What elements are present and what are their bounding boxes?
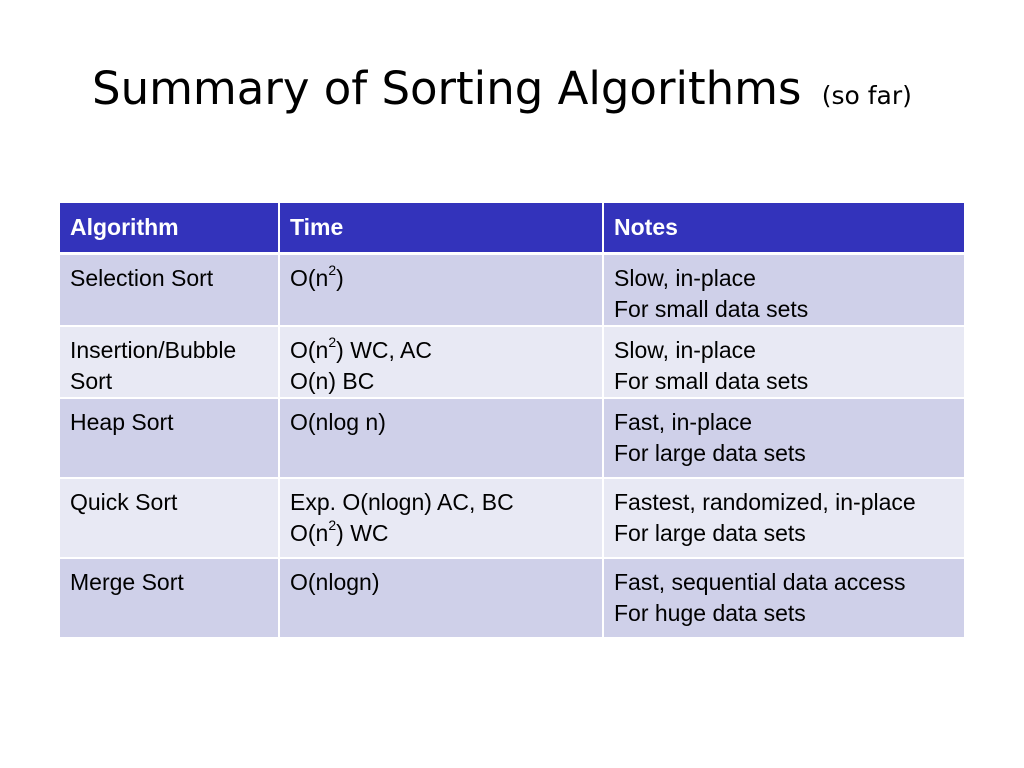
- algorithm-name: Selection Sort: [70, 264, 214, 291]
- header-notes: Notes: [603, 203, 964, 255]
- time-cell: O(nlogn): [279, 557, 604, 639]
- header-time: Time: [279, 203, 604, 255]
- algorithm-name: Heap Sort: [70, 408, 174, 435]
- time-complexity: Exp. O(nlogn) AC, BC: [290, 488, 514, 515]
- algorithm-cell: Merge Sort: [60, 557, 280, 639]
- note-line: Fast, in-place: [614, 408, 753, 435]
- notes-cell: Slow, in-place For small data sets: [603, 325, 964, 399]
- sorting-summary-table: Algorithm Time Notes Selection Sort O(n2…: [60, 203, 964, 639]
- note-line: Slow, in-place: [614, 336, 756, 363]
- table-row: Quick Sort Exp. O(nlogn) AC, BC O(n2) WC…: [60, 477, 964, 559]
- time-complexity: O(nlog n): [290, 408, 386, 435]
- notes-cell: Fast, sequential data access For huge da…: [603, 557, 964, 639]
- note-line: For small data sets: [614, 367, 809, 394]
- notes-cell: Fastest, randomized, in-place For large …: [603, 477, 964, 559]
- time-cell: O(n2): [279, 253, 604, 327]
- note-line: For huge data sets: [614, 599, 806, 626]
- title-main: Summary of Sorting Algorithms: [92, 62, 802, 115]
- title-suffix: (so far): [821, 81, 912, 110]
- header-algorithm: Algorithm: [60, 203, 280, 255]
- note-line: Slow, in-place: [614, 264, 756, 291]
- note-line: For large data sets: [614, 439, 806, 466]
- time-complexity: O(nlogn): [290, 568, 380, 595]
- time-complexity: O(n2) WC, AC: [290, 333, 432, 363]
- algorithm-name: Merge Sort: [70, 568, 184, 595]
- notes-cell: Slow, in-place For small data sets: [603, 253, 964, 327]
- algorithm-name: Quick Sort: [70, 488, 178, 515]
- algorithm-name: Insertion/Bubble: [70, 336, 237, 363]
- time-cell: Exp. O(nlogn) AC, BC O(n2) WC: [279, 477, 604, 559]
- algorithm-cell: Selection Sort: [60, 253, 280, 327]
- time-cell: O(n2) WC, AC O(n) BC: [279, 325, 604, 399]
- algorithm-cell: Quick Sort: [60, 477, 280, 559]
- algorithm-cell: Heap Sort: [60, 397, 280, 479]
- note-line: For large data sets: [614, 519, 806, 546]
- algorithm-cell: Insertion/Bubble Sort: [60, 325, 280, 399]
- note-line: For small data sets: [614, 295, 809, 322]
- slide-title: Summary of Sorting Algorithms (so far): [92, 62, 912, 115]
- table-row: Heap Sort O(nlog n) Fast, in-place For l…: [60, 397, 964, 479]
- algorithm-name: Sort: [70, 367, 113, 394]
- table-row: Merge Sort O(nlogn) Fast, sequential dat…: [60, 557, 964, 639]
- table-row: Selection Sort O(n2) Slow, in-place For …: [60, 253, 964, 327]
- note-line: Fastest, randomized, in-place: [614, 488, 916, 515]
- note-line: Fast, sequential data access: [614, 568, 906, 595]
- notes-cell: Fast, in-place For large data sets: [603, 397, 964, 479]
- time-complexity: O(n) BC: [290, 367, 375, 394]
- header-row: Algorithm Time Notes: [60, 203, 964, 255]
- time-complexity: O(n2): [290, 261, 344, 291]
- time-cell: O(nlog n): [279, 397, 604, 479]
- table-row: Insertion/Bubble Sort O(n2) WC, AC O(n) …: [60, 325, 964, 399]
- time-complexity: O(n2) WC: [290, 516, 389, 546]
